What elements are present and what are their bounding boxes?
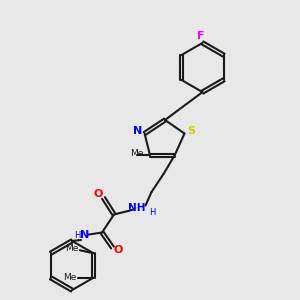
Text: F: F <box>197 31 205 41</box>
Text: Me: Me <box>130 149 143 158</box>
Text: H: H <box>74 231 81 240</box>
Text: Me: Me <box>63 273 76 282</box>
Text: S: S <box>187 125 195 136</box>
Text: N: N <box>80 230 89 241</box>
Text: O: O <box>113 245 123 255</box>
Text: NH: NH <box>128 202 146 213</box>
Text: H: H <box>149 208 155 217</box>
Text: Me: Me <box>65 244 78 253</box>
Text: O: O <box>93 189 103 200</box>
Text: N: N <box>134 125 142 136</box>
